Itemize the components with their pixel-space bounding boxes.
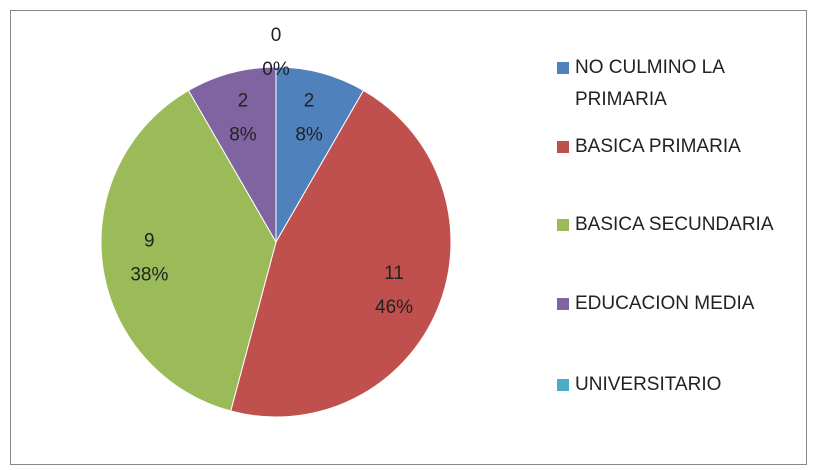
legend-label: NO CULMINO LA PRIMARIA	[575, 57, 724, 110]
data-label: 11	[384, 263, 404, 284]
legend-swatch	[557, 141, 569, 153]
pie-slice	[187, 66, 277, 244]
percent-label: 0%	[262, 59, 290, 80]
legend-label: UNIVERSITARIO	[575, 374, 722, 395]
legend-swatch	[557, 298, 569, 310]
legend-swatch	[557, 379, 569, 391]
legend-item: NO CULMINO LA PRIMARIA	[575, 57, 724, 110]
data-label: 2	[304, 91, 315, 112]
pie-slice	[100, 89, 277, 412]
percent-label: 38%	[130, 265, 168, 286]
pie-slice	[275, 66, 365, 244]
legend-label: BASICA PRIMARIA	[575, 136, 741, 157]
legend-item: BASICA SECUNDARIA	[575, 214, 774, 235]
legend-item: UNIVERSITARIO	[575, 374, 722, 395]
legend-swatch	[557, 219, 569, 231]
legend-label: EDUCACION MEDIA	[575, 293, 755, 314]
percent-label: 8%	[295, 125, 323, 146]
legend-label: BASICA SECUNDARIA	[575, 214, 774, 235]
data-label: 0	[271, 25, 282, 46]
legend-item: EDUCACION MEDIA	[575, 293, 755, 314]
data-label: 9	[144, 231, 155, 252]
legend-item: BASICA PRIMARIA	[575, 136, 741, 157]
percent-label: 46%	[375, 297, 413, 318]
data-label: 2	[238, 91, 249, 112]
percent-label: 8%	[229, 125, 257, 146]
pie-slice	[230, 89, 452, 418]
legend-swatch	[557, 62, 569, 74]
